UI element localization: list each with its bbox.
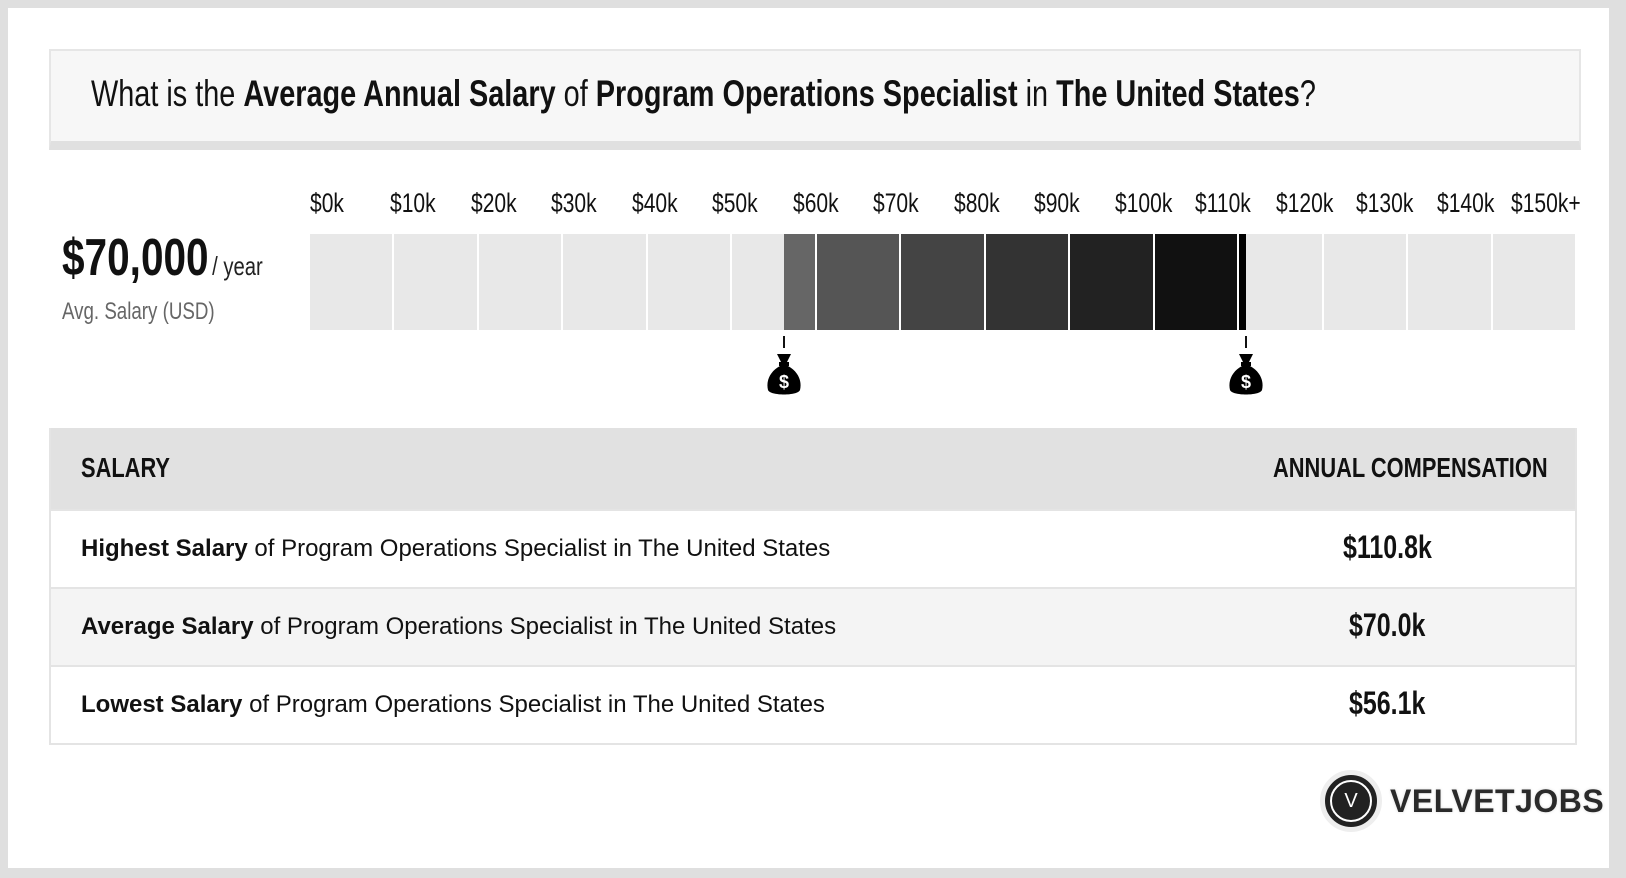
row-label: Average Salary of Program Operations Spe…: [81, 613, 836, 641]
bar-segment: [1239, 234, 1322, 330]
bar-segment: [310, 234, 393, 330]
logo-circle-icon: V: [1320, 770, 1382, 832]
marker-tick: [1244, 336, 1247, 348]
tick-label: $100k: [1114, 188, 1173, 218]
velvetjobs-logo[interactable]: V VELVETJOBS: [1320, 770, 1604, 832]
q-bold: The United States: [1056, 73, 1300, 114]
tick-label: $120k: [1275, 188, 1333, 218]
question-title: What is the Average Annual Salary of Pro…: [91, 73, 1626, 115]
bar-fill: [1070, 234, 1153, 330]
average-value: $70,000: [62, 229, 209, 287]
bar-segment: [1492, 234, 1575, 330]
bar-segment: [394, 234, 477, 330]
bar-segment: [563, 234, 646, 330]
row-value-text: $70.0k: [1349, 607, 1426, 643]
tick-label: $50k: [712, 188, 759, 218]
q-part: of: [555, 73, 596, 114]
row-label: Highest Salary of Program Operations Spe…: [81, 535, 830, 563]
row-value-text: $110.8k: [1343, 529, 1432, 565]
tick-label: $40k: [631, 188, 678, 218]
money-bag-icon: $: [765, 352, 803, 403]
logo-text: VELVETJOBS: [1390, 782, 1605, 819]
tick-label: $80k: [953, 188, 1000, 218]
marker-tick: [782, 336, 785, 348]
tick-label: $0k: [310, 188, 344, 218]
logo-letter: V: [1330, 780, 1372, 822]
row-value-text: $56.1k: [1349, 685, 1426, 721]
tick-labels: $0k $10k $20k $30k $40k $50k $60k $70k $80k $90k $…: [310, 188, 1581, 222]
bar-fill: [816, 234, 900, 330]
bar-fill: [783, 234, 815, 330]
question-header: What is the Average Annual Salary of Pro…: [49, 49, 1581, 150]
q-part: What is the: [91, 73, 244, 114]
row-label-bold: Average Salary: [81, 613, 254, 640]
bar-fill: [985, 234, 1069, 330]
average-salary: $70,000 / year: [62, 228, 319, 288]
average-label: Avg. Salary (USD): [62, 298, 258, 326]
bar-segment: [647, 234, 731, 330]
table-row: Average Salary of Program Operations Spe…: [51, 587, 1575, 665]
tick-label: $10k: [390, 188, 437, 218]
table-row: Highest Salary of Program Operations Spe…: [51, 509, 1575, 587]
q-part: ?: [1299, 73, 1316, 114]
average-unit: / year: [212, 251, 263, 281]
salary-range-bar: [310, 234, 1577, 330]
row-label-rest: of Program Operations Specialist in The …: [247, 535, 831, 562]
q-bold: Program Operations Specialist: [595, 73, 1018, 114]
tick-label: $20k: [470, 188, 517, 218]
row-label-rest: of Program Operations Specialist in The …: [242, 691, 825, 718]
row-value: $56.1k: [1349, 685, 1549, 722]
header-salary: SALARY: [81, 452, 195, 484]
row-label-bold: Highest Salary: [81, 535, 248, 562]
bar-segment: [1323, 234, 1407, 330]
bar-fill: [901, 234, 984, 330]
row-label: Lowest Salary of Program Operations Spec…: [81, 691, 825, 719]
salary-table: SALARY ANNUAL COMPENSATION Highest Salar…: [49, 428, 1577, 745]
tick-label: $150k+: [1511, 188, 1581, 218]
row-value: $110.8k: [1343, 529, 1543, 566]
bar-fill: [1239, 234, 1246, 330]
bar-segment: [1408, 234, 1491, 330]
average-label-text: Avg. Salary (USD): [62, 298, 215, 325]
tick-label: $110k: [1195, 188, 1251, 218]
q-part: in: [1017, 73, 1057, 114]
tick-label: $70k: [873, 188, 919, 218]
q-bold: Average Annual Salary: [243, 73, 556, 114]
header-compensation: ANNUAL COMPENSATION: [1273, 452, 1625, 484]
row-value: $70.0k: [1349, 607, 1549, 644]
tick-label: $90k: [1034, 188, 1080, 218]
svg-text:$: $: [1241, 372, 1251, 392]
header-text: ANNUAL COMPENSATION: [1273, 452, 1548, 483]
tick-label: $130k: [1356, 188, 1414, 218]
tick-label: $140k: [1436, 188, 1494, 218]
row-label-bold: Lowest Salary: [81, 691, 243, 718]
row-label-rest: of Program Operations Specialist in The …: [253, 613, 837, 640]
money-bag-icon: $: [1227, 352, 1265, 403]
bar-segment: [478, 234, 562, 330]
tick-label: $60k: [792, 188, 839, 218]
table-row: Lowest Salary of Program Operations Spec…: [51, 665, 1575, 743]
tick-label: $30k: [551, 188, 598, 218]
bar-fill: [1154, 234, 1238, 330]
table-header: SALARY ANNUAL COMPENSATION: [51, 428, 1575, 509]
header-text: SALARY: [81, 452, 170, 483]
svg-text:$: $: [779, 372, 789, 392]
